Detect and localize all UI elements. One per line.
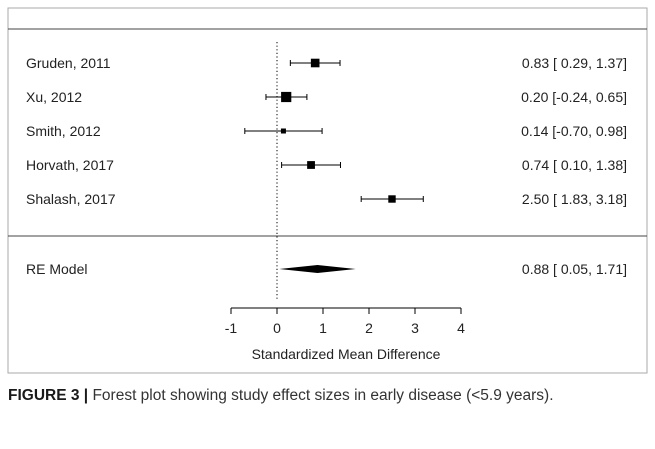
plot-frame — [7, 7, 648, 374]
effect-size-point — [280, 128, 286, 134]
study-row: Gruden, 2011 0.83 [ 0.29, 1.37] — [26, 55, 627, 71]
summary-text: 0.88 [ 0.05, 1.71] — [522, 261, 627, 277]
x-tick-label: 1 — [319, 320, 327, 336]
x-tick-label: 2 — [365, 320, 373, 336]
study-label: Horvath, 2017 — [26, 157, 114, 173]
caption-text: Forest plot showing study effect sizes i… — [88, 387, 554, 404]
study-row: Xu, 2012 0.20 [-0.24, 0.65] — [26, 89, 627, 105]
effect-size-point — [281, 91, 292, 103]
caption-label: FIGURE 3 | — [8, 387, 89, 404]
study-row: Horvath, 2017 0.74 [ 0.10, 1.38] — [26, 157, 627, 173]
x-axis-title: Standardized Mean Difference — [252, 346, 441, 362]
study-label: Shalash, 2017 — [26, 191, 116, 207]
effect-size-text: 0.20 [-0.24, 0.65] — [521, 89, 627, 105]
study-label: Xu, 2012 — [26, 89, 82, 105]
x-tick-label: -1 — [225, 320, 238, 336]
effect-size-text: 2.50 [ 1.83, 3.18] — [522, 191, 627, 207]
summary-diamond — [279, 265, 356, 273]
study-row: Smith, 2012 0.14 [-0.70, 0.98] — [26, 123, 627, 139]
x-tick-label: 3 — [411, 320, 419, 336]
x-tick-label: 0 — [273, 320, 281, 336]
x-tick-label: 4 — [457, 320, 465, 336]
summary-label: RE Model — [26, 261, 87, 277]
study-label: Gruden, 2011 — [26, 55, 111, 71]
effect-size-text: 0.14 [-0.70, 0.98] — [521, 123, 627, 139]
summary-row: RE Model 0.88 [ 0.05, 1.71] — [26, 261, 627, 277]
effect-size-text: 0.74 [ 0.10, 1.38] — [522, 157, 627, 173]
forest-plot: Gruden, 2011 0.83 [ 0.29, 1.37] Xu, 2012 0.… — [7, 7, 648, 374]
study-row: Shalash, 2017 2.50 [ 1.83, 3.18] — [26, 191, 627, 207]
study-label: Smith, 2012 — [26, 123, 101, 139]
figure-caption: FIGURE 3 | Forest plot showing study eff… — [8, 385, 638, 407]
effect-size-point — [388, 195, 396, 203]
effect-size-point — [307, 161, 315, 169]
effect-size-point — [310, 58, 320, 68]
effect-size-text: 0.83 [ 0.29, 1.37] — [522, 55, 627, 71]
